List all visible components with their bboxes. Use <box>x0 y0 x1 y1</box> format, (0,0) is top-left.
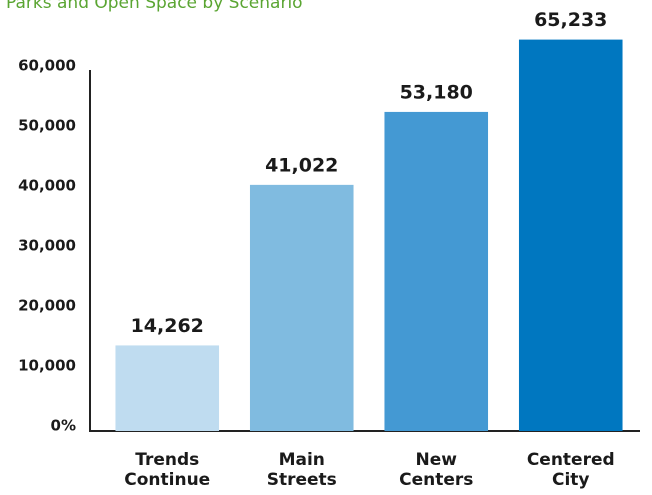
y-tick-label: 60,000 <box>18 57 76 75</box>
x-tick-label: New Centers <box>399 450 473 490</box>
y-tick-label: 40,000 <box>18 177 76 195</box>
value-label: 53,180 <box>400 81 473 103</box>
value-label: 14,262 <box>131 315 204 337</box>
x-tick-label: Trends Continue <box>124 450 210 490</box>
bar <box>115 345 220 431</box>
x-tick-label: Main Streets <box>267 450 337 490</box>
chart-title: Parks and Open Space by Scenario <box>6 0 303 13</box>
y-tick-label: 50,000 <box>18 117 76 135</box>
x-tick-label: Centered City <box>527 450 615 490</box>
y-tick-label: 10,000 <box>18 357 76 375</box>
y-tick-label: 20,000 <box>18 297 76 315</box>
y-tick-label: 0% <box>51 417 76 435</box>
bar <box>249 184 354 431</box>
bar <box>384 111 489 432</box>
bar <box>518 39 623 432</box>
y-tick-label: 30,000 <box>18 237 76 255</box>
value-label: 41,022 <box>265 154 338 176</box>
value-label: 65,233 <box>534 9 607 31</box>
